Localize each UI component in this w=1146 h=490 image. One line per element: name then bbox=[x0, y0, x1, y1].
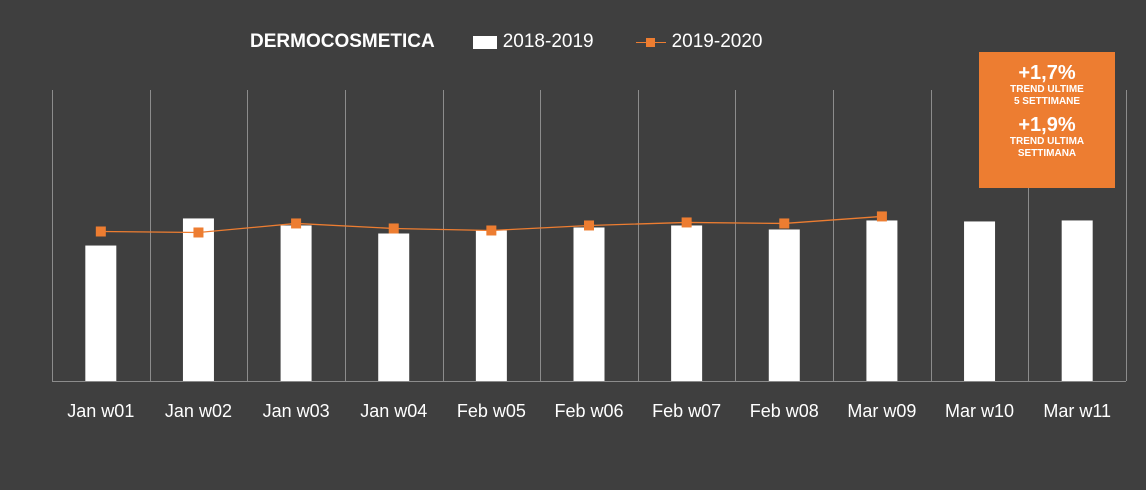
legend-label-line: 2019-2020 bbox=[671, 31, 763, 52]
marker-feb-w05 bbox=[486, 225, 497, 236]
legend-bar-swatch bbox=[472, 35, 497, 49]
marker-feb-w08 bbox=[779, 218, 790, 229]
marker-feb-w06 bbox=[584, 220, 594, 231]
bar-feb-w06 bbox=[573, 227, 605, 381]
trend-5w-label-line2: 5 SETTIMANE bbox=[1013, 96, 1081, 107]
legend-label-bar: 2018-2019 bbox=[502, 31, 594, 52]
trend-1w-label-line2: SETTIMANA bbox=[1017, 148, 1077, 159]
trend-5w-label-line1: TREND ULTIME bbox=[1010, 84, 1084, 95]
x-tick-label: Mar w11 bbox=[1043, 401, 1111, 421]
chart-title: DERMOCOSMETICA bbox=[250, 31, 435, 52]
marker-feb-w07 bbox=[681, 217, 692, 228]
bar-mar-w11 bbox=[1061, 220, 1093, 381]
x-tick-label: Feb w08 bbox=[750, 401, 819, 421]
bar-mar-w10 bbox=[964, 221, 996, 381]
bar-feb-w05 bbox=[475, 230, 507, 381]
bar-series-2018-2019 bbox=[85, 218, 1093, 381]
bar-jan-w03 bbox=[280, 225, 312, 381]
bar-jan-w02 bbox=[182, 218, 214, 381]
bar-jan-w04 bbox=[378, 233, 410, 381]
x-axis-tick-labels: Jan w01 Jan w02 Jan w03 Jan w04 Feb w05 Feb w… bbox=[67, 401, 1111, 421]
marker-jan-w04 bbox=[388, 223, 399, 234]
bar-feb-w08 bbox=[768, 229, 800, 381]
trend-1w-label-line1: TREND ULTIMA bbox=[1009, 136, 1085, 147]
trend-1w-value: +1,9% bbox=[1018, 114, 1076, 136]
marker-jan-w03 bbox=[291, 218, 302, 229]
x-tick-label: Jan w04 bbox=[360, 401, 427, 421]
legend-line-swatch bbox=[635, 36, 666, 49]
x-tick-label: Jan w02 bbox=[165, 401, 232, 421]
marker-jan-w02 bbox=[193, 227, 204, 238]
x-tick-label: Feb w05 bbox=[457, 401, 526, 421]
trend-callout: +1,7% TREND ULTIME 5 SETTIMANE +1,9% TRE… bbox=[979, 52, 1115, 188]
bar-mar-w09 bbox=[866, 220, 898, 381]
x-tick-label: Jan w01 bbox=[67, 401, 134, 421]
legend-item-bar: 2018-2019 bbox=[472, 31, 594, 53]
trend-5w-value: +1,7% bbox=[1018, 62, 1076, 84]
legend-item-line: 2019-2020 bbox=[635, 31, 763, 53]
marker-jan-w01 bbox=[95, 226, 106, 237]
marker-mar-w09 bbox=[876, 211, 887, 222]
x-tick-label: Mar w09 bbox=[847, 401, 916, 421]
x-tick-label: Mar w10 bbox=[945, 401, 1014, 421]
x-tick-label: Feb w07 bbox=[652, 401, 721, 421]
chart-legend: DERMOCOSMETICA 2018-2019 2019-2020 bbox=[250, 30, 804, 54]
line-series-2019-2020 bbox=[95, 211, 887, 238]
bar-jan-w01 bbox=[85, 245, 117, 381]
x-tick-label: Feb w06 bbox=[554, 401, 623, 421]
bar-feb-w07 bbox=[671, 225, 703, 381]
x-tick-label: Jan w03 bbox=[263, 401, 330, 421]
